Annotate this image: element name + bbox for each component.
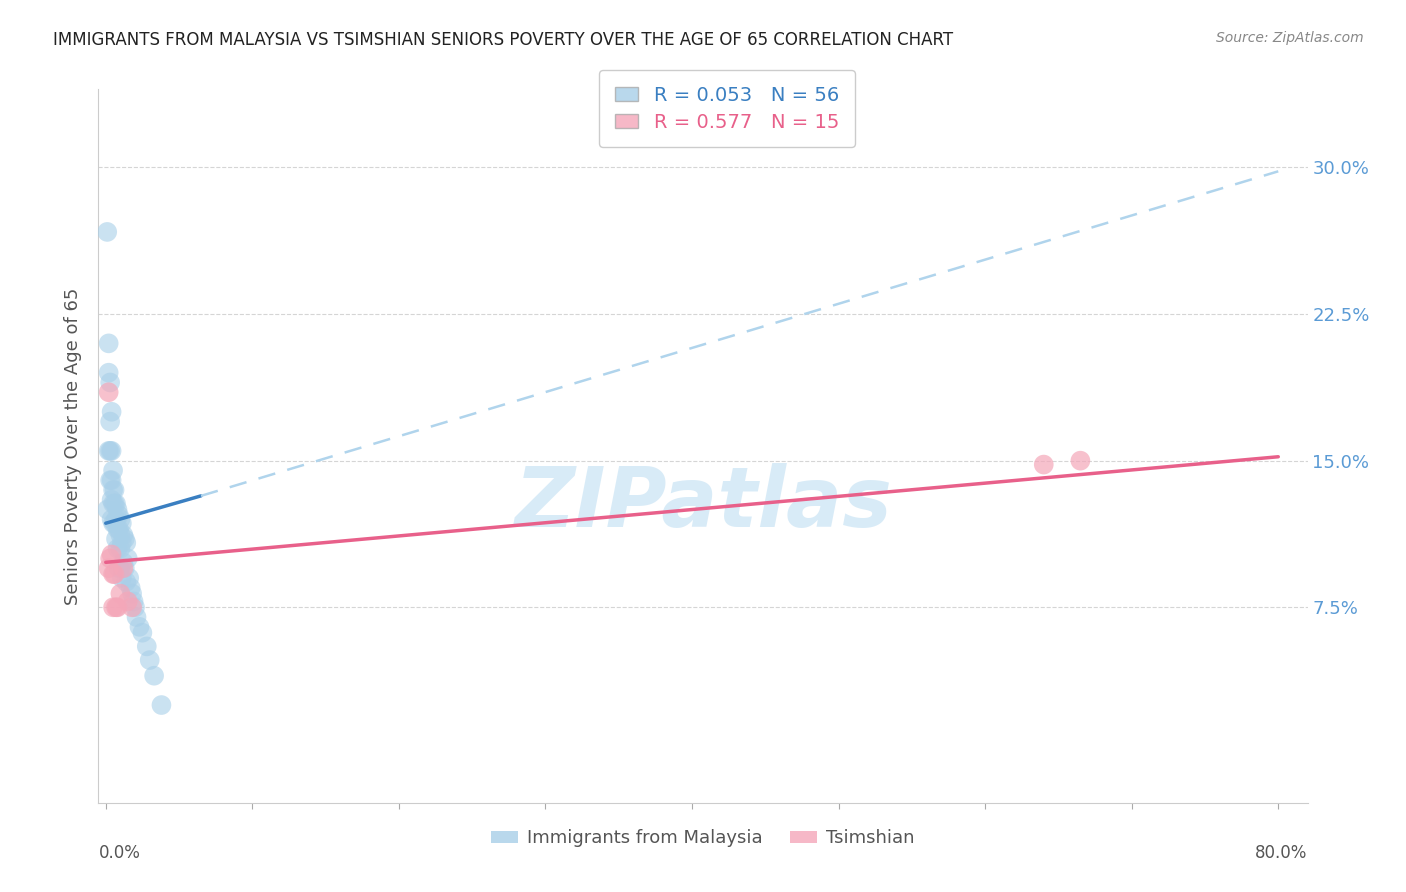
Text: IMMIGRANTS FROM MALAYSIA VS TSIMSHIAN SENIORS POVERTY OVER THE AGE OF 65 CORRELA: IMMIGRANTS FROM MALAYSIA VS TSIMSHIAN SE… (53, 31, 953, 49)
Text: ZIPatlas: ZIPatlas (515, 463, 891, 543)
Point (124, 600, 146, 615)
Point (150, 698, 173, 712)
Text: 0.0%: 0.0% (98, 845, 141, 863)
Point (114, 532, 136, 546)
Point (96, 225, 118, 239)
Point (98, 376, 121, 390)
Point (120, 581, 142, 595)
Point (122, 594, 145, 608)
Point (100, 405, 122, 419)
Point (1069, 453, 1091, 467)
Point (138, 653, 160, 667)
Point (110, 586, 132, 600)
Point (100, 548, 122, 562)
Point (101, 600, 124, 615)
Point (108, 522, 131, 536)
Point (121, 586, 143, 600)
Point (103, 516, 125, 531)
Point (100, 443, 122, 458)
Y-axis label: Seniors Poverty Over the Age of 65: Seniors Poverty Over the Age of 65 (65, 287, 83, 605)
Point (111, 571, 134, 585)
Point (97, 443, 120, 458)
Point (1032, 458, 1054, 472)
Point (103, 567, 125, 582)
Point (115, 535, 138, 549)
Point (117, 594, 139, 608)
Point (105, 497, 128, 511)
Point (100, 512, 122, 526)
Point (112, 528, 135, 542)
Point (131, 625, 153, 640)
Point (97, 561, 120, 575)
Point (112, 555, 135, 569)
Point (100, 492, 122, 507)
Point (118, 571, 141, 585)
Point (111, 516, 134, 531)
Point (108, 561, 131, 575)
Point (105, 532, 128, 546)
Point (107, 600, 129, 615)
Point (110, 561, 132, 575)
Point (107, 522, 129, 536)
Point (101, 497, 124, 511)
Point (98, 473, 121, 487)
Text: 80.0%: 80.0% (1256, 845, 1308, 863)
Point (114, 561, 136, 575)
Point (105, 512, 128, 526)
Point (103, 483, 125, 497)
Point (110, 512, 132, 526)
Point (98, 443, 121, 458)
Point (112, 561, 135, 575)
Point (121, 600, 143, 615)
Point (128, 620, 150, 634)
Point (101, 567, 124, 582)
Point (98, 551, 121, 566)
Point (100, 473, 122, 487)
Point (96, 502, 118, 516)
Point (125, 610, 148, 624)
Point (101, 483, 124, 497)
Point (97, 385, 120, 400)
Point (98, 415, 121, 429)
Point (135, 640, 157, 654)
Point (115, 574, 138, 589)
Point (97, 366, 120, 380)
Text: Source: ZipAtlas.com: Source: ZipAtlas.com (1216, 31, 1364, 45)
Point (97, 336, 120, 351)
Point (107, 541, 129, 556)
Point (110, 528, 132, 542)
Point (108, 508, 131, 523)
Legend: Immigrants from Malaysia, Tsimshian: Immigrants from Malaysia, Tsimshian (484, 822, 922, 855)
Point (103, 497, 125, 511)
Point (101, 516, 124, 531)
Point (101, 463, 124, 477)
Point (110, 541, 132, 556)
Point (117, 551, 139, 566)
Point (143, 669, 166, 683)
Point (105, 600, 128, 615)
Point (111, 535, 134, 549)
Point (107, 502, 129, 516)
